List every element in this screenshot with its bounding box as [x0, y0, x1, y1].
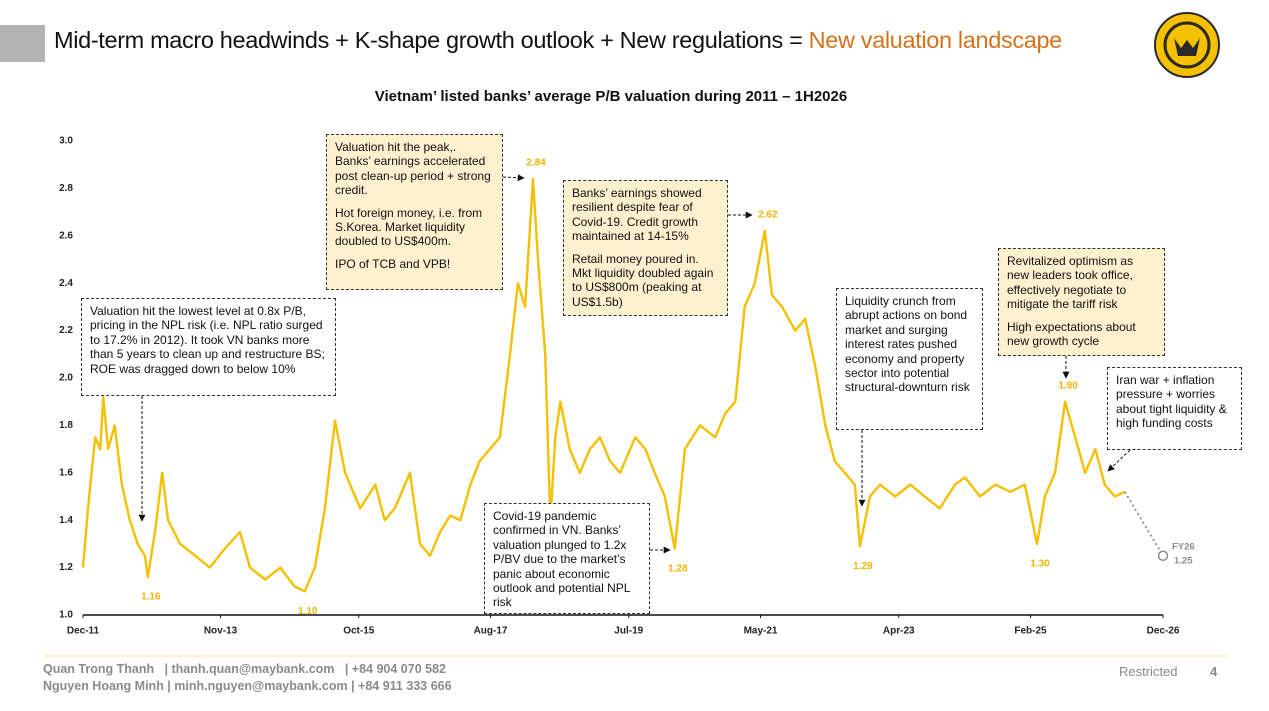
slide-title: Mid-term macro headwinds + K-shape growt…	[54, 27, 1062, 54]
y-tick-label: 2.8	[59, 183, 73, 194]
annotation-text: Revitalized optimism as new leaders took…	[1007, 254, 1134, 312]
y-tick-label: 1.6	[59, 467, 73, 478]
data-label: 2.84	[526, 158, 546, 169]
annotation-box: Revitalized optimism as new leaders took…	[998, 248, 1165, 356]
annotation-text: Valuation hit the lowest level at 0.8x P…	[90, 304, 325, 376]
x-tick-label: Jul-19	[614, 626, 643, 637]
x-tick-label: Feb-25	[1014, 626, 1047, 637]
annotation-arrow	[502, 174, 525, 182]
annotation-box: Covid-19 pandemic confirmed in VN. Banks…	[484, 503, 650, 614]
annotation-box: Liquidity crunch from abrupt actions on …	[836, 288, 983, 430]
forecast-line	[1124, 491, 1164, 557]
annotation-box: Valuation hit the peak,. Banks’ earnings…	[326, 134, 503, 290]
y-tick-label: 2.2	[59, 325, 73, 336]
annotation-text: IPO of TCB and VPB!	[335, 256, 451, 271]
data-label: 1.28	[668, 563, 688, 574]
title-highlight: New valuation landscape	[808, 27, 1063, 53]
series-line	[81, 177, 1126, 593]
footer-contact: Quan Trong Thanh | thanh.quan@maybank.co…	[43, 662, 446, 676]
header-block	[0, 25, 45, 62]
page-number: 4	[1210, 664, 1218, 679]
x-tick-label: Apr-23	[883, 626, 915, 637]
classification: Restricted	[1119, 664, 1178, 679]
x-tick-label: Oct-15	[343, 626, 375, 637]
data-label: 1.10	[298, 606, 318, 617]
data-label: 1.90	[1058, 380, 1078, 391]
x-tick-label: Aug-17	[474, 626, 508, 637]
data-label: 1.30	[1030, 559, 1050, 570]
y-tick-label: 2.4	[59, 278, 73, 289]
y-tick-label: 2.0	[59, 373, 73, 384]
annotation-text: Hot foreign money, i.e. from S.Korea. Ma…	[335, 205, 483, 249]
x-tick-label: Nov-13	[204, 626, 238, 637]
logo	[1154, 12, 1220, 78]
annotation-text: Retail money poured in. Mkt liquidity do…	[572, 251, 714, 309]
x-tick-label: Dec-11	[67, 626, 100, 637]
point-label: FY26	[1172, 541, 1195, 552]
data-label: 1.25	[1174, 555, 1193, 566]
annotation-text: High expectations about new growth cycle	[1007, 319, 1136, 349]
annotation-box: Iran war + inflation pressure + worries …	[1107, 367, 1242, 450]
y-tick-label: 2.6	[59, 230, 73, 241]
annotation-text: Liquidity crunch from abrupt actions on …	[845, 294, 970, 395]
y-tick-label: 3.0	[59, 136, 73, 147]
annotation-arrow	[1107, 449, 1131, 472]
annotation-text: Covid-19 pandemic confirmed in VN. Banks…	[493, 509, 630, 610]
annotation-text: Iran war + inflation pressure + worries …	[1116, 373, 1227, 431]
forecast-point	[1157, 550, 1169, 561]
annotation-text: Banks’ earnings showed resilient despite…	[572, 186, 702, 244]
y-tick-label: 1.2	[59, 562, 73, 573]
title-main: Mid-term macro headwinds + K-shape growt…	[54, 27, 803, 53]
x-tick-label: Dec-26	[1147, 626, 1180, 637]
annotation-box: Valuation hit the lowest level at 0.8x P…	[81, 298, 336, 396]
annotation-text: Valuation hit the peak,. Banks’ earnings…	[335, 140, 491, 198]
y-tick-label: 1.4	[59, 515, 73, 526]
annotation-box: Banks’ earnings showed resilient despite…	[563, 180, 728, 316]
data-label: 2.62	[758, 210, 778, 221]
chart-title: Vietnam’ listed banks’ average P/B valua…	[375, 88, 847, 105]
data-label: 1.16	[141, 592, 161, 603]
footer-contact: Nguyen Hoang Minh | minh.nguyen@maybank.…	[43, 679, 452, 693]
y-tick-label: 1.8	[59, 420, 73, 431]
data-label: 1.29	[853, 561, 873, 572]
y-tick-label: 1.0	[59, 610, 73, 621]
x-tick-label: May-21	[744, 626, 778, 637]
